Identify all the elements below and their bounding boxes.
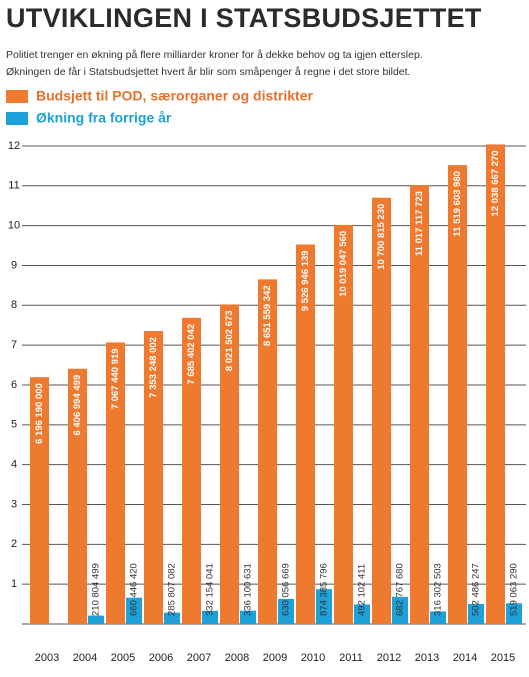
budget-bar — [448, 165, 467, 625]
increase-bar — [88, 615, 104, 624]
value-label: 9 526 946 139 — [300, 250, 311, 311]
value-label: 519 063 290 — [509, 563, 520, 616]
value-label: 7 685 402 042 — [186, 324, 197, 385]
x-tick-label: 2006 — [149, 652, 173, 664]
increase-bar — [430, 611, 446, 624]
value-label: 660 446 420 — [129, 563, 140, 616]
budget-bar — [182, 317, 201, 624]
value-label: 8 651 559 342 — [262, 285, 273, 346]
chart-title: UTVIKLINGEN I STATSBUDSJETTET — [6, 3, 482, 33]
x-tick-label: 2014 — [453, 652, 477, 664]
x-tick-label: 2011 — [339, 652, 363, 664]
increase-bar — [468, 603, 484, 624]
x-tick-label: 2004 — [73, 652, 97, 664]
value-label: 11 017 117 723 — [414, 191, 425, 256]
legend-swatch — [6, 112, 28, 125]
increase-bar — [316, 589, 332, 624]
value-label: 10 019 047 560 — [338, 231, 349, 297]
value-label: 336 100 631 — [243, 563, 254, 616]
value-label: 285 807 082 — [167, 563, 178, 616]
y-tick-label: 4 — [11, 459, 17, 471]
budget-bar — [68, 368, 87, 624]
y-tick-label: 9 — [11, 259, 17, 271]
x-tick-label: 2010 — [301, 652, 325, 664]
value-label: 332 154 041 — [205, 563, 216, 616]
increase-bar — [392, 596, 408, 624]
value-label: 316 302 503 — [433, 563, 444, 616]
budget-bar — [258, 279, 277, 624]
legend-swatch — [6, 90, 28, 103]
budget-bar — [486, 144, 505, 624]
value-label: 8 021 502 673 — [224, 310, 235, 371]
value-label: 874 385 796 — [319, 563, 330, 616]
increase-bar — [278, 598, 294, 624]
y-tick-label: 1 — [11, 578, 17, 590]
value-label: 7 353 248 002 — [148, 337, 159, 398]
value-label: 11 519 603 980 — [452, 171, 463, 237]
budget-bar — [220, 304, 239, 624]
increase-bar — [202, 610, 218, 624]
value-label: 6 406 994 499 — [72, 375, 83, 436]
budget-bar — [296, 244, 315, 624]
x-tick-label: 2003 — [35, 652, 59, 664]
y-tick-label: 11 — [8, 180, 19, 192]
subtitle: Økningen de får i Statsbudsjettet hvert … — [6, 66, 410, 78]
increase-bar — [354, 604, 370, 624]
subtitle: Politiet trenger en økning på flere mill… — [6, 49, 423, 61]
value-label: 682 767 680 — [395, 563, 406, 616]
value-label: 492 102 411 — [357, 564, 368, 616]
budget-bar — [372, 197, 391, 624]
y-tick-label: 8 — [11, 299, 17, 311]
x-tick-label: 2008 — [225, 652, 249, 664]
y-tick-label: 3 — [11, 498, 17, 510]
x-tick-label: 2015 — [491, 652, 515, 664]
y-tick-label: 7 — [11, 339, 17, 351]
increase-bar — [164, 612, 180, 624]
increase-bar — [506, 603, 522, 624]
budget-bar — [106, 342, 125, 624]
y-tick-label: 6 — [11, 379, 17, 391]
value-label: 630 056 669 — [281, 563, 292, 616]
y-tick-label: 5 — [11, 419, 17, 431]
y-tick-label: 2 — [11, 538, 17, 550]
value-label: 502 486 247 — [471, 563, 482, 616]
y-tick-label: 10 — [8, 220, 20, 232]
x-tick-label: 2013 — [415, 652, 439, 664]
value-label: 10 700 815 230 — [376, 204, 387, 270]
value-label: 12 038 667 270 — [490, 150, 501, 216]
y-tick-label: 12 — [8, 140, 20, 152]
budget-bar — [334, 224, 353, 624]
value-label: 7 067 440 919 — [110, 348, 121, 409]
increase-bar — [240, 610, 256, 624]
x-tick-label: 2005 — [111, 652, 135, 664]
value-label: 210 804 499 — [91, 563, 102, 616]
increase-bar — [126, 597, 142, 624]
x-tick-label: 2012 — [377, 652, 401, 664]
x-tick-label: 2007 — [187, 652, 211, 664]
legend-label: Økning fra forrige år — [36, 110, 172, 126]
budget-bar — [410, 185, 429, 624]
budget-bar — [144, 331, 163, 624]
value-label: 6 196 190 000 — [34, 383, 45, 444]
legend-label: Budsjett til POD, særorganer og distrikt… — [36, 88, 313, 104]
x-tick-label: 2009 — [263, 652, 287, 664]
budget-bar — [30, 377, 49, 624]
